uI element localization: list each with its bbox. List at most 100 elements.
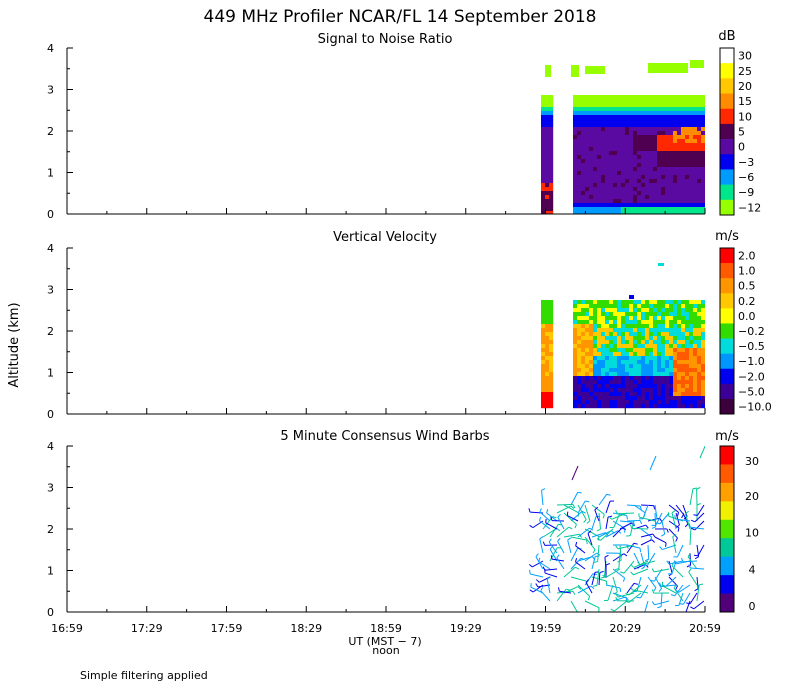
snr-cell [545,203,550,208]
snr-cell [601,147,606,152]
velocity-cell [665,372,670,377]
velocity-cell [657,340,662,345]
snr-cell [661,167,666,172]
snr-cell [637,151,642,156]
snr-cell [689,147,694,152]
snr-cell [653,183,658,188]
snr-cell [593,167,598,172]
velocity-cell [693,344,698,349]
velocity-cell [601,324,606,329]
velocity-cell [605,300,610,305]
velocity-cell [673,380,678,385]
wind-barb-flag [696,503,701,506]
velocity-cell [681,304,686,309]
snr-cell [693,203,698,208]
snr-cell [597,139,602,144]
snr-cell [669,163,674,168]
velocity-cell [597,332,602,337]
snr-cell [621,171,626,176]
snr-cell [573,211,578,214]
snr-cell [661,127,666,132]
velocity-cell [677,328,682,333]
snr-cell [593,103,598,108]
velocity-cell [593,400,598,405]
snr-cell [633,139,638,144]
snr-cell [693,159,698,164]
snr-cell [673,131,678,136]
snr-cell [585,159,590,164]
wind-barb [539,511,551,522]
velocity-cell [645,356,650,361]
snr-cell [645,139,650,144]
snr-cell [693,155,698,160]
wind-barb [694,512,705,523]
snr-cell [677,111,682,116]
velocity-cell [653,364,658,369]
snr-cell [689,191,694,196]
velocity-cell [549,384,554,389]
velocity-cell [657,396,662,401]
snr-cell [693,195,698,200]
velocity-cell [625,304,630,309]
velocity-cell [645,344,650,349]
snr-cell [549,159,554,164]
velocity-cell [701,364,705,369]
velocity-cell [601,392,606,397]
snr-cell [681,191,686,196]
velocity-cell [645,320,650,325]
snr-cell [629,147,634,152]
snr-cell [673,159,678,164]
snr-cell [581,159,586,164]
velocity-cell [673,324,678,329]
velocity-cell [601,328,606,333]
snr-cell [597,159,602,164]
velocity-cell [597,316,602,321]
snr-cell [677,143,682,148]
velocity-cell [593,308,598,313]
wind-barb-flag [528,508,531,513]
velocity-cell [585,316,590,321]
snr-cell [541,127,546,132]
wind-y-tick-label: 0 [47,606,54,619]
velocity-cell [597,308,602,313]
velocity-cell [617,336,622,341]
snr-cell [593,147,598,152]
velocity-cell [617,352,622,357]
velocity-cell [573,308,578,313]
velocity-cell [653,396,658,401]
velocity-cell [617,328,622,333]
velocity-field [541,263,705,409]
velocity-cell [637,380,642,385]
velocity-cell [633,316,638,321]
velocity-cell [673,376,678,381]
wind-colorbar-swatch [720,538,734,557]
snr-cell [633,175,638,180]
wind-barb-flag [577,616,580,619]
velocity-cell [697,328,702,333]
snr-cell [585,135,590,140]
wind-barb [619,544,622,561]
snr-cell [677,167,682,172]
snr-cell [573,111,578,116]
snr-cell [605,155,610,160]
velocity-cell [625,328,630,333]
velocity-cell [689,392,694,397]
velocity-cell [689,312,694,317]
snr-cell [541,175,546,180]
wind-barb [693,600,705,610]
velocity-cell [645,304,650,309]
velocity-cell [641,348,646,353]
wind-barb-flag [608,516,612,520]
snr-cell [661,159,666,164]
wind-barb-flag [651,589,655,594]
snr-cell [617,147,622,152]
snr-cell [549,195,554,200]
snr-cell [589,131,594,136]
velocity-cell [689,384,694,389]
wind-barb-flag [540,587,544,592]
velocity-cell [657,372,662,377]
velocity-cell [701,308,705,313]
velocity-cell [637,400,642,405]
